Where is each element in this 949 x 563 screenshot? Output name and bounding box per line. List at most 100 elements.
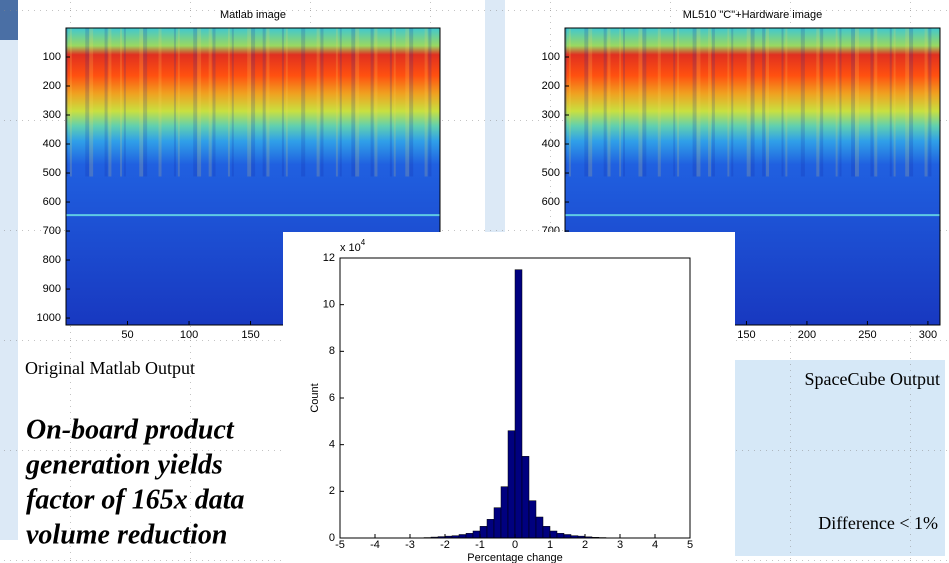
y-tick-label: 300 bbox=[43, 109, 61, 121]
heatmap-streak bbox=[139, 28, 144, 177]
heatmap-streak bbox=[266, 28, 270, 177]
heatmap-streak bbox=[143, 28, 148, 177]
x-tick-label: -2 bbox=[440, 539, 450, 551]
heatmap-streak bbox=[708, 28, 712, 177]
heatmap-streak bbox=[839, 28, 842, 177]
bar bbox=[458, 534, 467, 539]
claim-line: On-board product bbox=[26, 414, 235, 445]
heatmap-streak bbox=[158, 28, 162, 177]
y-tick-label: 0 bbox=[329, 532, 335, 544]
heatmap-streak bbox=[355, 28, 360, 177]
heatmap-streak bbox=[816, 28, 820, 177]
y-tick-label: 1000 bbox=[37, 312, 61, 324]
multiplier-base: x 10 bbox=[340, 242, 361, 254]
bar bbox=[549, 530, 558, 539]
heatmap-streak bbox=[588, 28, 593, 177]
y-tick-label: 4 bbox=[329, 439, 335, 451]
heatmap-streak bbox=[339, 28, 342, 177]
heatmap-streak bbox=[262, 28, 266, 177]
y-tick-label: 400 bbox=[542, 138, 560, 150]
y-tick-label: 200 bbox=[542, 80, 560, 92]
heatmap-streak bbox=[231, 28, 234, 177]
y-tick-label: 600 bbox=[43, 196, 61, 208]
x-tick-label: 5 bbox=[687, 539, 693, 551]
bar bbox=[521, 456, 530, 539]
heatmap-streak bbox=[696, 28, 701, 177]
heatmap-streak bbox=[874, 28, 878, 177]
heatmap-streak bbox=[247, 28, 252, 177]
heatmap-streak bbox=[638, 28, 643, 177]
heatmap-streak bbox=[692, 28, 697, 177]
heatmap-streak bbox=[335, 28, 338, 177]
x-tick-label: 2 bbox=[582, 539, 588, 551]
heatmap-streak bbox=[893, 28, 896, 177]
x-tick-label: -4 bbox=[370, 539, 380, 551]
x-tick-label: 3 bbox=[617, 539, 623, 551]
multiplier-exponent: 4 bbox=[361, 238, 366, 247]
heatmap-streak bbox=[108, 28, 112, 177]
y-tick-label: 12 bbox=[323, 252, 335, 264]
bar bbox=[493, 507, 502, 539]
heatmap-streak bbox=[85, 28, 90, 177]
y-tick-label: 500 bbox=[542, 167, 560, 179]
y-tick-label: 400 bbox=[43, 138, 61, 150]
y-axis-label: Count bbox=[309, 383, 321, 412]
heatmap-streak bbox=[781, 28, 784, 177]
heatmap-streak bbox=[351, 28, 356, 177]
heatmap-streak bbox=[673, 28, 676, 177]
y-tick-label: 500 bbox=[43, 167, 61, 179]
heatmap-streak bbox=[820, 28, 824, 177]
bar bbox=[535, 516, 544, 539]
claim-line: generation yields bbox=[25, 449, 223, 480]
y-tick-label: 800 bbox=[43, 254, 61, 266]
caption: Difference < 1% bbox=[818, 513, 938, 533]
heatmap-streak bbox=[69, 28, 72, 177]
plot-frame bbox=[65, 27, 441, 326]
y-tick-label: 700 bbox=[43, 225, 61, 237]
x-tick-label: -3 bbox=[405, 539, 415, 551]
x-tick-label: 150 bbox=[737, 329, 755, 341]
heatmap-streak bbox=[424, 28, 428, 177]
heatmap-streak bbox=[762, 28, 766, 177]
heatmap-streak bbox=[657, 28, 661, 177]
y-tick-label: 2 bbox=[329, 485, 335, 497]
bar bbox=[486, 519, 495, 539]
heatmap-streak bbox=[565, 28, 567, 177]
heatmap-streak bbox=[619, 28, 622, 177]
y-tick-label: 600 bbox=[542, 196, 560, 208]
bar bbox=[542, 526, 551, 539]
x-tick-label: 200 bbox=[798, 329, 816, 341]
caption: SpaceCube Output bbox=[805, 369, 940, 389]
x-axis-label: Percentage change bbox=[467, 552, 562, 563]
heatmap-streak bbox=[104, 28, 108, 177]
y-tick-label: 900 bbox=[43, 283, 61, 295]
heatmap-streak bbox=[800, 28, 805, 177]
heatmap-streak bbox=[928, 28, 932, 177]
x-tick-label: 50 bbox=[121, 329, 133, 341]
heatmap-streak bbox=[301, 28, 306, 177]
plot-frame bbox=[564, 27, 941, 326]
heatmap-streak bbox=[642, 28, 647, 177]
heatmap-streak bbox=[909, 28, 914, 177]
image-title: ML510 "C"+Hardware image bbox=[683, 9, 823, 21]
heatmap-streak bbox=[854, 28, 859, 177]
x-tick-label: 0 bbox=[512, 539, 518, 551]
heatmap-streak bbox=[89, 28, 94, 177]
heatmap-streak bbox=[851, 28, 856, 177]
heatmap-streak bbox=[584, 28, 589, 177]
claim: On-board product generation yields factor … bbox=[25, 414, 245, 550]
caption: Original Matlab Output bbox=[25, 358, 195, 378]
heatmap-streak bbox=[281, 28, 284, 177]
x-tick-label: 150 bbox=[241, 329, 259, 341]
heatmap-streak bbox=[316, 28, 320, 177]
bar bbox=[514, 269, 523, 539]
x-tick-label: 100 bbox=[180, 329, 198, 341]
y-tick-label: 100 bbox=[43, 51, 61, 63]
heatmap-streak bbox=[212, 28, 216, 177]
heatmap-streak bbox=[374, 28, 378, 177]
heatmap-streak bbox=[208, 28, 212, 177]
bar bbox=[563, 534, 572, 539]
heatmap-streak bbox=[320, 28, 324, 177]
heatmap-streak bbox=[409, 28, 414, 177]
bar bbox=[507, 430, 516, 539]
